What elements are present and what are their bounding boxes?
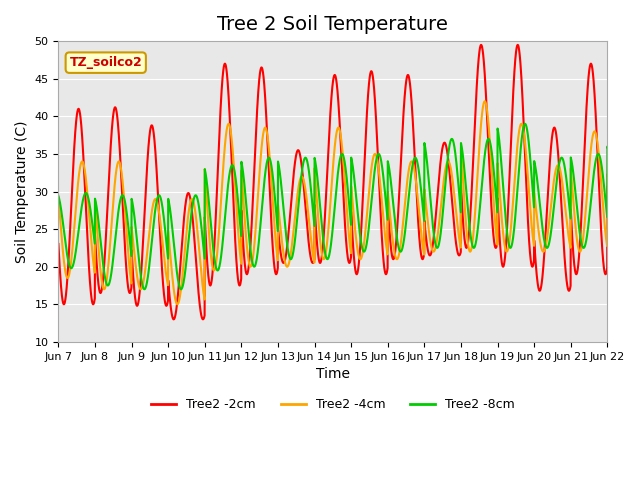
- Tree2 -2cm: [427, 252, 435, 258]
- Tree2 -8cm: [478, 180, 486, 186]
- Tree2 -4cm: [173, 301, 181, 307]
- Tree2 -2cm: [634, 201, 640, 206]
- Tree2 -4cm: [54, 194, 62, 200]
- Title: Tree 2 Soil Temperature: Tree 2 Soil Temperature: [218, 15, 449, 34]
- Tree2 -8cm: [427, 197, 435, 203]
- X-axis label: Time: Time: [316, 367, 350, 381]
- Legend: Tree2 -2cm, Tree2 -4cm, Tree2 -8cm: Tree2 -2cm, Tree2 -4cm, Tree2 -8cm: [146, 393, 520, 416]
- Tree2 -4cm: [478, 111, 486, 117]
- Tree2 -2cm: [551, 125, 559, 131]
- Tree2 -4cm: [634, 180, 640, 186]
- Line: Tree2 -4cm: Tree2 -4cm: [58, 101, 640, 304]
- Tree2 -4cm: [481, 98, 488, 104]
- Tree2 -4cm: [516, 126, 524, 132]
- Line: Tree2 -8cm: Tree2 -8cm: [58, 124, 640, 289]
- Tree2 -2cm: [170, 316, 177, 322]
- Tree2 -8cm: [551, 196, 559, 202]
- Tree2 -4cm: [427, 239, 435, 245]
- Tree2 -8cm: [54, 193, 62, 199]
- Tree2 -8cm: [634, 148, 640, 154]
- Line: Tree2 -2cm: Tree2 -2cm: [58, 45, 640, 319]
- Tree2 -8cm: [141, 287, 148, 292]
- Y-axis label: Soil Temperature (C): Soil Temperature (C): [15, 120, 29, 263]
- Text: TZ_soilco2: TZ_soilco2: [69, 56, 142, 69]
- Tree2 -8cm: [515, 161, 523, 167]
- Tree2 -2cm: [516, 50, 524, 56]
- Tree2 -8cm: [175, 279, 182, 285]
- Tree2 -2cm: [54, 241, 62, 247]
- Tree2 -4cm: [551, 173, 559, 179]
- Tree2 -2cm: [175, 286, 182, 292]
- Tree2 -2cm: [478, 45, 486, 50]
- Tree2 -8cm: [521, 121, 529, 127]
- Tree2 -2cm: [477, 42, 485, 48]
- Tree2 -4cm: [175, 300, 182, 306]
